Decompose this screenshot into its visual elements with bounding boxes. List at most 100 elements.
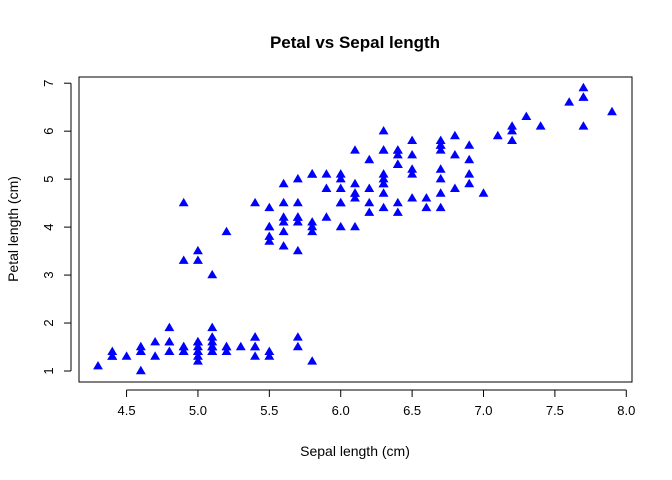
y-axis-label: Petal length (cm) xyxy=(5,176,21,282)
data-point xyxy=(307,356,318,365)
data-point xyxy=(364,183,375,192)
x-tick-label: 5.5 xyxy=(260,403,278,418)
data-point xyxy=(378,188,389,197)
x-tick-label: 6.5 xyxy=(403,403,421,418)
x-axis-label: Sepal length (cm) xyxy=(300,443,410,459)
data-point xyxy=(407,169,418,178)
y-tick-label: 4 xyxy=(41,223,56,230)
data-point xyxy=(435,202,446,212)
x-tick-label: 4.5 xyxy=(118,403,136,418)
data-point xyxy=(264,346,275,355)
data-point xyxy=(335,169,346,178)
data-point xyxy=(407,193,418,202)
data-point xyxy=(292,217,303,226)
data-point xyxy=(207,341,218,351)
data-point xyxy=(164,346,175,355)
data-point xyxy=(307,226,318,236)
data-point xyxy=(278,197,289,207)
data-point xyxy=(335,183,346,192)
data-point xyxy=(435,140,446,149)
data-point xyxy=(507,121,517,130)
data-point xyxy=(392,207,403,216)
data-point xyxy=(292,212,303,221)
data-point xyxy=(350,221,360,231)
data-point xyxy=(507,135,517,144)
data-point xyxy=(107,351,118,360)
data-point xyxy=(292,197,303,207)
data-point xyxy=(292,332,303,341)
data-point xyxy=(507,126,517,135)
plot-area xyxy=(78,76,633,383)
data-point xyxy=(350,145,360,154)
data-point xyxy=(207,269,218,279)
data-point xyxy=(378,178,389,188)
data-point xyxy=(392,197,403,207)
data-point xyxy=(107,346,118,355)
data-points xyxy=(93,82,617,375)
data-point xyxy=(278,212,289,221)
y-tick-label: 7 xyxy=(41,80,56,87)
data-point xyxy=(292,245,303,255)
data-point xyxy=(292,341,303,351)
data-point xyxy=(378,145,389,154)
data-point xyxy=(221,226,232,236)
data-point xyxy=(350,188,360,197)
data-point xyxy=(164,322,175,332)
x-tick-label: 7.5 xyxy=(546,403,564,418)
data-point xyxy=(278,241,289,250)
data-point xyxy=(335,221,346,231)
data-point xyxy=(392,145,403,154)
data-point xyxy=(350,178,360,188)
data-point xyxy=(321,212,332,221)
data-point xyxy=(435,173,446,183)
data-point xyxy=(135,341,146,351)
data-point xyxy=(450,150,460,159)
data-point xyxy=(535,121,546,130)
data-point xyxy=(435,145,446,154)
data-point xyxy=(435,164,446,173)
data-point xyxy=(221,346,232,355)
data-point xyxy=(421,193,432,202)
data-point xyxy=(278,226,289,236)
data-point xyxy=(207,322,218,332)
data-point xyxy=(378,126,389,135)
data-point xyxy=(378,173,389,183)
data-point xyxy=(464,154,475,164)
data-point xyxy=(364,197,375,207)
data-point xyxy=(178,197,189,207)
data-point xyxy=(264,236,275,245)
data-point xyxy=(121,351,132,360)
data-point xyxy=(421,202,432,212)
data-point xyxy=(264,221,275,231)
data-point xyxy=(450,183,460,192)
data-point xyxy=(292,173,303,183)
data-point xyxy=(450,130,460,140)
data-point xyxy=(278,217,289,226)
data-point xyxy=(464,169,475,178)
data-point xyxy=(193,351,203,360)
data-point xyxy=(364,207,375,216)
data-point xyxy=(135,365,146,375)
data-point xyxy=(221,341,232,351)
x-tick-label: 6.0 xyxy=(332,403,350,418)
data-point xyxy=(464,140,475,149)
data-point xyxy=(521,111,532,120)
data-point xyxy=(93,361,103,370)
data-point xyxy=(207,332,218,341)
data-point xyxy=(150,351,161,360)
data-point xyxy=(164,337,175,346)
x-axis: 4.5 5.0 5.5 6.0 6.5 7.0 7.5 8.0 xyxy=(118,389,635,418)
data-point xyxy=(335,173,346,183)
data-point xyxy=(193,245,203,255)
data-point xyxy=(264,202,275,212)
data-point xyxy=(264,231,275,240)
x-tick-label: 7.0 xyxy=(474,403,492,418)
data-point xyxy=(564,97,575,106)
data-point xyxy=(193,341,203,351)
y-tick-label: 5 xyxy=(41,176,56,183)
data-point xyxy=(150,337,161,346)
data-point xyxy=(135,346,146,355)
y-tick-label: 1 xyxy=(41,367,56,374)
data-point xyxy=(250,351,260,360)
